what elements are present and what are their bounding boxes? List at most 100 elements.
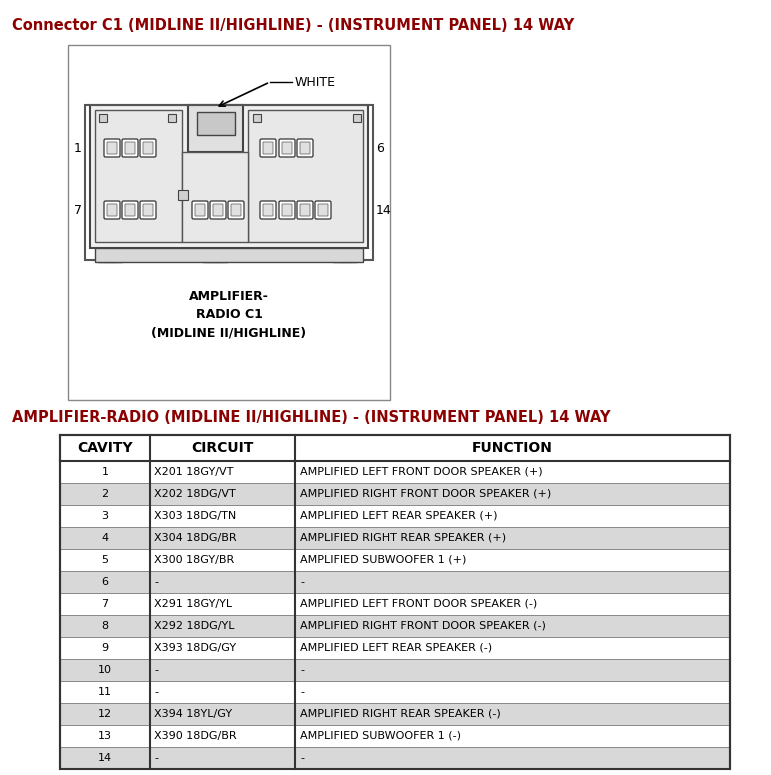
FancyBboxPatch shape (125, 142, 135, 154)
FancyBboxPatch shape (143, 204, 153, 216)
Text: 11: 11 (98, 687, 112, 697)
FancyBboxPatch shape (107, 142, 117, 154)
FancyBboxPatch shape (104, 201, 120, 219)
Text: X303 18DG/TN: X303 18DG/TN (154, 511, 236, 521)
FancyBboxPatch shape (104, 139, 120, 157)
Text: 13: 13 (98, 731, 112, 741)
Text: -: - (154, 753, 158, 763)
FancyBboxPatch shape (143, 142, 153, 154)
Text: AMPLIFIED RIGHT REAR SPEAKER (-): AMPLIFIED RIGHT REAR SPEAKER (-) (300, 709, 500, 719)
FancyBboxPatch shape (260, 201, 276, 219)
Bar (60, 549, 730, 571)
Text: 3: 3 (102, 511, 109, 521)
Text: AMPLIFIED RIGHT FRONT DOOR SPEAKER (+): AMPLIFIED RIGHT FRONT DOOR SPEAKER (+) (300, 489, 551, 499)
Text: (MIDLINE II/HIGHLINE): (MIDLINE II/HIGHLINE) (151, 326, 307, 339)
Text: AMPLIFIER-: AMPLIFIER- (189, 290, 269, 303)
Text: AMPLIFIER-RADIO (MIDLINE II/HIGHLINE) - (INSTRUMENT PANEL) 14 WAY: AMPLIFIER-RADIO (MIDLINE II/HIGHLINE) - … (12, 410, 611, 425)
FancyBboxPatch shape (297, 201, 313, 219)
FancyBboxPatch shape (122, 201, 138, 219)
Bar (60, 703, 730, 725)
Text: 6: 6 (102, 577, 109, 587)
FancyBboxPatch shape (300, 142, 310, 154)
FancyBboxPatch shape (125, 204, 135, 216)
Bar (60, 505, 730, 527)
Bar (60, 637, 730, 659)
Text: -: - (154, 665, 158, 675)
Bar (85, 105, 373, 260)
FancyBboxPatch shape (228, 201, 244, 219)
Bar (60, 681, 730, 703)
Bar (188, 105, 243, 152)
FancyBboxPatch shape (282, 142, 292, 154)
Text: 1: 1 (74, 142, 82, 154)
Bar (104, 255, 116, 262)
Text: FUNCTION: FUNCTION (472, 441, 553, 455)
Bar (60, 461, 730, 483)
FancyBboxPatch shape (122, 139, 138, 157)
Text: 14: 14 (376, 204, 392, 216)
Text: X201 18GY/VT: X201 18GY/VT (154, 467, 234, 477)
Text: X304 18DG/BR: X304 18DG/BR (154, 533, 237, 543)
Bar (60, 435, 730, 769)
Text: WHITE: WHITE (295, 75, 336, 88)
Text: AMPLIFIED RIGHT REAR SPEAKER (+): AMPLIFIED RIGHT REAR SPEAKER (+) (300, 533, 506, 543)
Bar (178, 190, 188, 200)
Bar (99, 114, 107, 122)
Text: 2: 2 (102, 489, 109, 499)
Text: 4: 4 (102, 533, 109, 543)
Text: 14: 14 (98, 753, 112, 763)
Bar (60, 571, 730, 593)
FancyBboxPatch shape (140, 201, 156, 219)
Bar (197, 112, 235, 135)
Bar (60, 593, 730, 615)
Bar (95, 248, 363, 262)
Text: AMPLIFIED LEFT REAR SPEAKER (-): AMPLIFIED LEFT REAR SPEAKER (-) (300, 643, 492, 653)
Text: AMPLIFIED LEFT FRONT DOOR SPEAKER (+): AMPLIFIED LEFT FRONT DOOR SPEAKER (+) (300, 467, 543, 477)
Text: -: - (154, 687, 158, 697)
FancyBboxPatch shape (318, 204, 328, 216)
Text: 6: 6 (376, 142, 384, 154)
FancyBboxPatch shape (297, 139, 313, 157)
Bar (90, 105, 368, 248)
Bar (182, 152, 248, 242)
FancyBboxPatch shape (263, 142, 273, 154)
FancyBboxPatch shape (231, 204, 241, 216)
Text: 8: 8 (102, 621, 109, 631)
FancyBboxPatch shape (300, 204, 310, 216)
FancyBboxPatch shape (260, 139, 276, 157)
Bar (60, 659, 730, 681)
Text: X292 18DG/YL: X292 18DG/YL (154, 621, 234, 631)
Text: 1: 1 (102, 467, 109, 477)
Text: X393 18DG/GY: X393 18DG/GY (154, 643, 236, 653)
Bar (253, 114, 261, 122)
Bar (248, 110, 363, 242)
Text: 7: 7 (102, 599, 109, 609)
Text: -: - (300, 665, 304, 675)
Text: RADIO C1: RADIO C1 (196, 308, 262, 321)
Bar (168, 114, 176, 122)
Text: AMPLIFIED SUBWOOFER 1 (+): AMPLIFIED SUBWOOFER 1 (+) (300, 555, 466, 565)
Text: -: - (300, 577, 304, 587)
Text: 7: 7 (74, 204, 82, 216)
Bar (95, 110, 182, 242)
Text: AMPLIFIED RIGHT FRONT DOOR SPEAKER (-): AMPLIFIED RIGHT FRONT DOOR SPEAKER (-) (300, 621, 546, 631)
FancyBboxPatch shape (279, 201, 295, 219)
Text: -: - (154, 577, 158, 587)
Text: CIRCUIT: CIRCUIT (191, 441, 254, 455)
Bar (60, 527, 730, 549)
FancyBboxPatch shape (315, 201, 331, 219)
Bar (60, 615, 730, 637)
Text: AMPLIFIED LEFT REAR SPEAKER (+): AMPLIFIED LEFT REAR SPEAKER (+) (300, 511, 497, 521)
Text: X291 18GY/YL: X291 18GY/YL (154, 599, 232, 609)
FancyBboxPatch shape (107, 204, 117, 216)
Bar (60, 483, 730, 505)
Text: AMPLIFIED SUBWOOFER 1 (-): AMPLIFIED SUBWOOFER 1 (-) (300, 731, 461, 741)
Text: CAVITY: CAVITY (77, 441, 133, 455)
Text: Connector C1 (MIDLINE II/HIGHLINE) - (INSTRUMENT PANEL) 14 WAY: Connector C1 (MIDLINE II/HIGHLINE) - (IN… (12, 18, 574, 33)
Text: -: - (300, 753, 304, 763)
FancyBboxPatch shape (282, 204, 292, 216)
Text: -: - (300, 687, 304, 697)
Text: X394 18YL/GY: X394 18YL/GY (154, 709, 232, 719)
Bar (203, 248, 227, 262)
Text: 12: 12 (98, 709, 112, 719)
